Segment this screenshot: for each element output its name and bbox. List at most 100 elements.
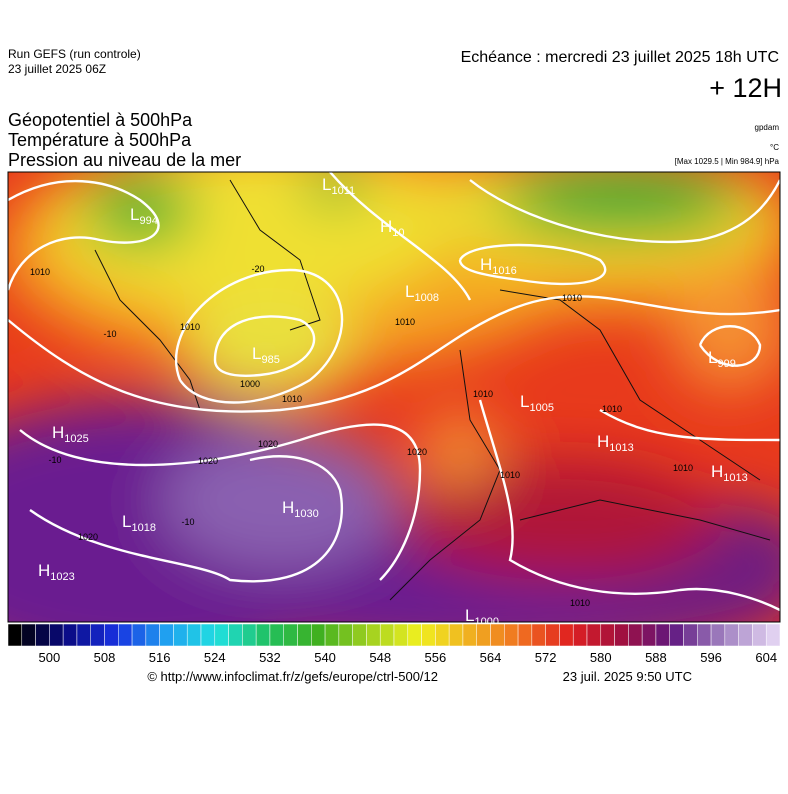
colorbar-box: [697, 623, 712, 647]
colorbar-box: [200, 623, 216, 647]
pressure-center: L1011: [322, 175, 355, 197]
colorbar-box: [255, 623, 271, 647]
colorbar-box: [352, 623, 367, 647]
isobar-label: 1010: [673, 463, 693, 473]
colorbar-tick-label: 588: [645, 650, 667, 665]
pressure-center: L1008: [405, 282, 439, 304]
center-value: 1023: [50, 571, 74, 583]
colorbar-box: [655, 623, 670, 647]
center-type: L: [252, 344, 261, 363]
colorbar-box: [724, 623, 739, 647]
center-type: L: [405, 282, 414, 301]
colorbar-box: [35, 623, 50, 647]
colorbar-box: [586, 623, 602, 647]
colorbar-box: [228, 623, 243, 647]
colorbar-box: [62, 623, 78, 647]
colorbar-box: [379, 623, 395, 647]
colorbar-box: [214, 623, 229, 647]
colorbar-box: [186, 623, 202, 647]
colorbar-box: [614, 623, 629, 647]
colorbar-box: [324, 623, 340, 647]
footer-time: 23 juil. 2025 9:50 UTC: [563, 669, 692, 684]
isobar-label: 1000: [240, 379, 260, 389]
pressure-center: H1013: [711, 462, 748, 484]
colorbar-box: [476, 623, 491, 647]
isobar-label: 1010: [500, 470, 520, 480]
colorbar-tick-label: 580: [590, 650, 612, 665]
title: Température à 500hPa: [8, 130, 192, 150]
temperature-label: -10: [103, 329, 116, 339]
colorbar-box: [669, 623, 684, 647]
center-value: 985: [261, 354, 279, 366]
temperature-label: -10: [48, 455, 61, 465]
colorbar-box: [407, 623, 422, 647]
lead-time: + 12H: [709, 73, 782, 103]
isobar-label: 1010: [473, 389, 493, 399]
colorbar-box: [531, 623, 546, 647]
colorbar-box: [738, 623, 753, 647]
colorbar-box: [393, 623, 409, 647]
center-type: H: [282, 498, 294, 517]
colorbar-box: [448, 623, 464, 647]
unit: gpdam: [755, 123, 780, 132]
colorbar-box: [145, 623, 160, 647]
colorbar-box: [421, 623, 436, 647]
center-type: L: [130, 205, 139, 224]
colorbar-box: [462, 623, 477, 647]
colorbar-box: [49, 623, 64, 647]
isobar-label: 1020: [198, 456, 218, 466]
isobar-label: 1010: [602, 404, 622, 414]
pressure-center: H1013: [597, 432, 634, 454]
isobar-label: 1020: [258, 439, 278, 449]
colorbar-tick-label: 524: [204, 650, 226, 665]
colorbar-box: [600, 623, 615, 647]
pressure-center: L994: [130, 205, 158, 227]
isobar-label: 1020: [78, 532, 98, 542]
colorbar-box: [7, 623, 23, 647]
pressure-center: H1023: [38, 561, 75, 583]
colorbar-box: [559, 623, 574, 647]
title: Géopotentiel à 500hPa: [8, 110, 193, 130]
colorbar-tick-label: 604: [755, 650, 777, 665]
unit: °C: [770, 143, 779, 152]
colorbar-box: [104, 623, 119, 647]
colorbar-tick-label: 516: [149, 650, 171, 665]
center-value: 999: [717, 358, 735, 370]
colorbar-box: [173, 623, 188, 647]
run: Run GEFS (run controle): [8, 47, 141, 61]
isobar-label: 1010: [180, 322, 200, 332]
colorbar-box: [641, 623, 657, 647]
isobar-label: 1010: [30, 267, 50, 277]
colorbar-box: [76, 623, 91, 647]
isobar-label: 1010: [562, 293, 582, 303]
colorbar-box: [683, 623, 698, 647]
center-type: H: [597, 432, 609, 451]
pressure-center: L985: [252, 344, 280, 366]
colorbar-tick-label: 564: [480, 650, 502, 665]
pressure-center: H1030: [282, 498, 319, 520]
center-value: 1016: [492, 265, 516, 277]
colorbar-box: [752, 623, 767, 647]
colorbar-box: [21, 623, 36, 647]
colorbar-tick-label: 548: [369, 650, 391, 665]
title: Pression au niveau de la mer: [8, 150, 241, 170]
colorbar-box: [242, 623, 257, 647]
colorbar-tick-label: 596: [700, 650, 722, 665]
isobar-label: 1010: [395, 317, 415, 327]
center-value: 1008: [414, 292, 438, 304]
center-type: L: [520, 392, 529, 411]
isobar-label: 1020: [407, 447, 427, 457]
colorbar-box: [297, 623, 312, 647]
center-type: H: [52, 423, 64, 442]
colorbar-box: [159, 623, 174, 647]
colorbar-box: [628, 623, 643, 647]
center-value: 1011: [331, 185, 355, 197]
colorbar-box: [366, 623, 381, 647]
colorbar-tick-label: 540: [314, 650, 336, 665]
colorbar-box: [504, 623, 519, 647]
center-value: 1030: [294, 508, 318, 520]
center-type: H: [480, 255, 492, 274]
center-type: L: [708, 348, 717, 367]
map-frame: [7, 171, 781, 623]
pressure-center: L1005: [520, 392, 554, 414]
